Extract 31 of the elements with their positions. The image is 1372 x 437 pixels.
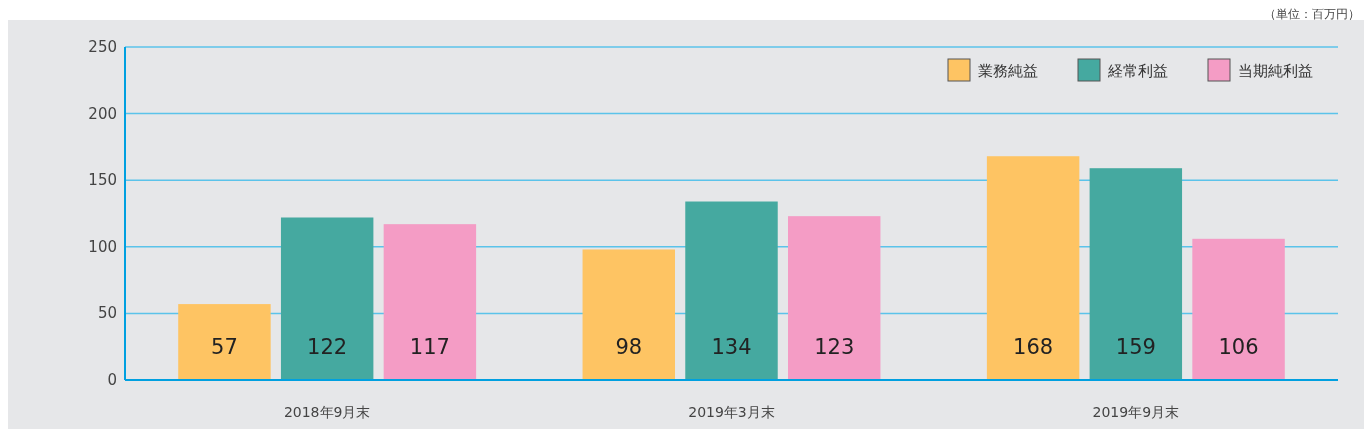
data-label: 134 [711,335,752,359]
bar [1089,168,1183,380]
data-label: 106 [1218,335,1259,359]
legend-label: 経常利益 [1107,62,1168,80]
data-label: 168 [1013,335,1054,359]
bar [685,201,778,380]
data-label: 98 [615,335,643,359]
legend-label: 当期純利益 [1238,62,1313,80]
x-tick-label: 2018年9月末 [283,404,371,420]
data-label: 57 [211,335,238,359]
bar [178,304,271,380]
y-tick-label: 250 [88,38,117,56]
data-label: 123 [814,335,855,359]
bar [280,217,374,380]
text: （単位：百万円） [1264,7,1360,21]
bar [1192,238,1285,380]
bar [383,224,477,380]
y-tick-label: 200 [88,104,117,123]
y-tick-label: 50 [97,304,117,323]
legend-label: 業務純益 [978,62,1038,80]
y-tick-label: 0 [107,371,117,389]
bar [986,156,1080,380]
data-label: 122 [307,335,348,359]
y-tick-label: 100 [88,237,117,256]
data-label: 159 [1115,335,1156,359]
y-tick-label: 150 [88,171,117,190]
data-label: 117 [409,335,450,359]
bar [788,216,881,380]
bar [582,249,675,380]
x-tick-label: 2019年9月末 [1092,404,1180,420]
x-tick-label: 2019年3月末 [688,404,775,420]
